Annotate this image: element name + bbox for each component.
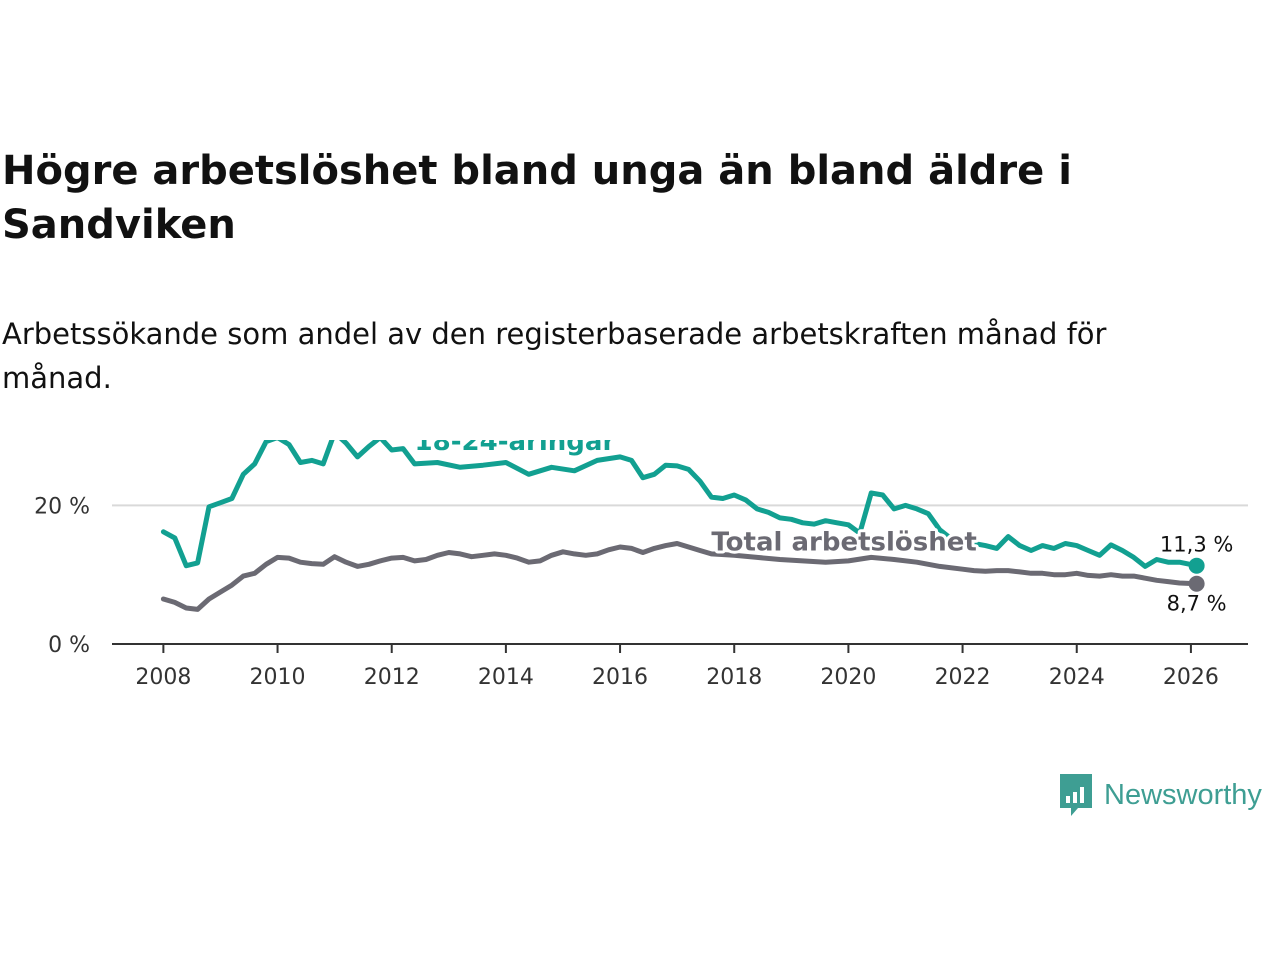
- series-line-total: [160, 541, 1200, 612]
- end-value-label-total: 8,7 %: [1167, 592, 1227, 616]
- y-tick-label: 20 %: [34, 494, 90, 519]
- y-tick-label: 0 %: [48, 633, 90, 658]
- series-end-point-total: [1188, 575, 1205, 592]
- x-tick-label: 2026: [1163, 665, 1219, 690]
- x-tick-label: 2020: [820, 665, 876, 690]
- x-tick-label: 2012: [364, 665, 420, 690]
- series-layer: [160, 440, 1205, 612]
- chart-title: Högre arbetslöshet bland unga än bland ä…: [2, 148, 1072, 248]
- series-end-point-youth: [1188, 557, 1205, 574]
- newsworthy-logo-icon: [1060, 774, 1092, 816]
- x-tick-label: 2010: [250, 665, 306, 690]
- x-tick-label: 2024: [1049, 665, 1105, 690]
- end-value-label-youth: 11,3 %: [1160, 533, 1233, 557]
- label-layer: 18-24-åringar Total arbetslöshet 11,3 % 8,7…: [412, 440, 1234, 616]
- x-tick-label: 2008: [135, 665, 191, 690]
- x-tick-label: 2022: [935, 665, 991, 690]
- chart-subtitle: Arbetssökande som andel av den registerb…: [2, 317, 1107, 395]
- x-tick-label: 2014: [478, 665, 534, 690]
- series-label-total: Total arbetslöshet: [711, 527, 976, 557]
- series-label-youth: 18-24-åringar: [415, 440, 616, 457]
- axis-layer: 0 % 20 % 2008 2010 2012 2014 2016 2018 2020 2022 2…: [34, 494, 1248, 690]
- brand-name: Newsworthy: [1104, 778, 1262, 811]
- x-tick-label: 2016: [592, 665, 648, 690]
- x-tick-label: 2018: [706, 665, 762, 690]
- brand-logo: Newsworthy: [1058, 772, 1262, 818]
- series-line-youth: [160, 440, 1200, 569]
- line-chart: 0 % 20 % 2008 2010 2012 2014 2016 2018 2020 2022 2…: [34, 440, 1248, 690]
